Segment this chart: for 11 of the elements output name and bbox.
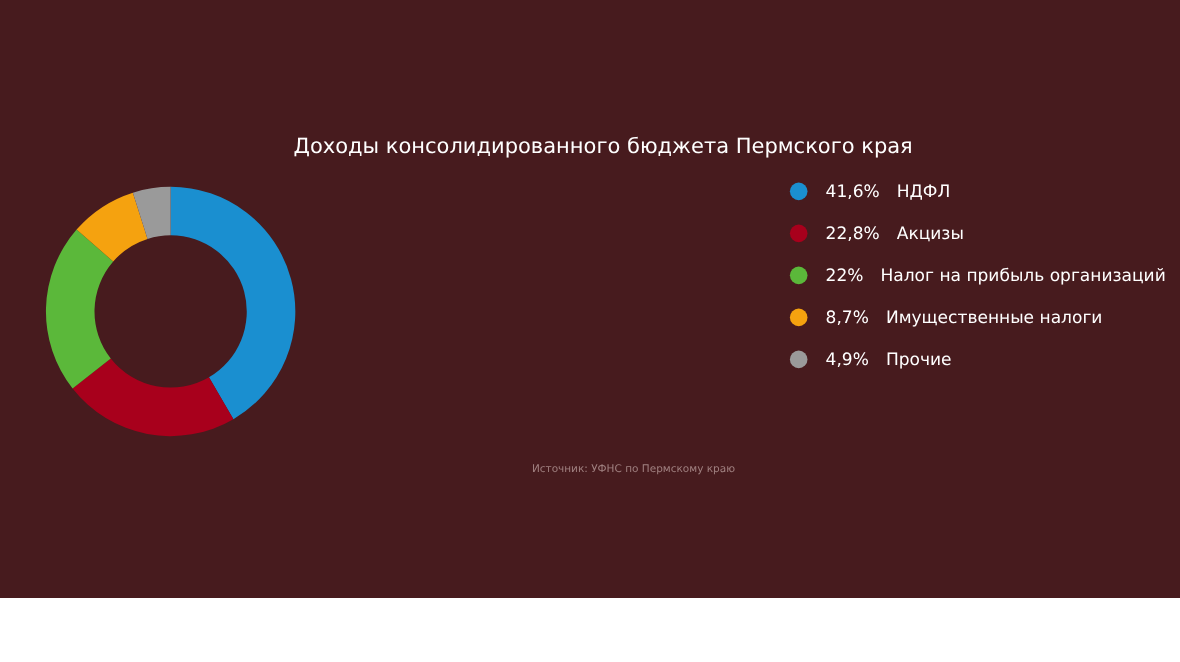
legend-label: 22% Налог на прибыль организаций bbox=[825, 266, 1166, 287]
donut-slice bbox=[72, 358, 234, 437]
legend-label: 8,7% Имущественные налоги bbox=[825, 308, 1103, 329]
legend-label: 4,9% Прочие bbox=[825, 350, 952, 371]
chart-title: Доходы консолидированного бюджета Пермского края bbox=[293, 134, 913, 159]
donut-slice bbox=[46, 229, 114, 389]
legend-label: 22,8% Акцизы bbox=[825, 224, 964, 245]
donut-slice bbox=[132, 186, 171, 239]
donut-slice bbox=[170, 186, 296, 420]
donut-slice bbox=[76, 192, 148, 262]
legend-label: 41,6% НДФЛ bbox=[825, 182, 951, 203]
